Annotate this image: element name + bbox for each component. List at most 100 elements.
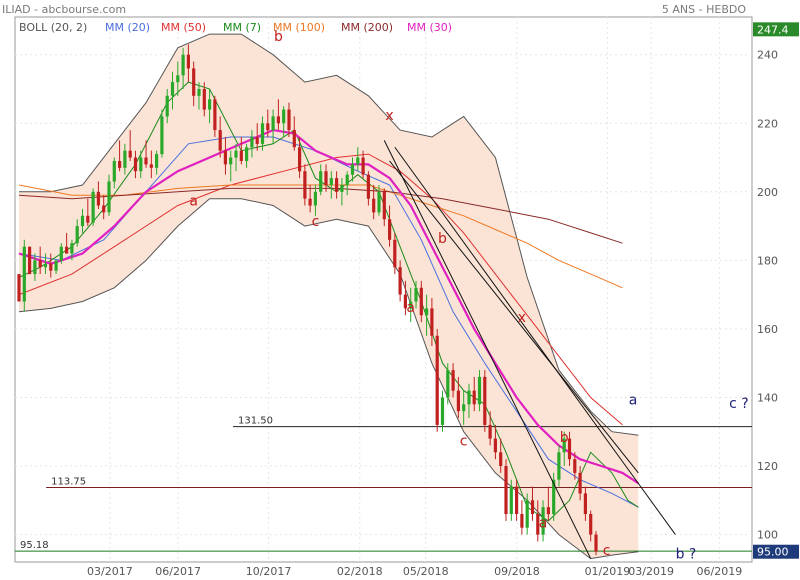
candle-body (483, 376, 487, 425)
candle-body (419, 287, 423, 316)
candle-body (276, 116, 280, 124)
candle-body (552, 479, 556, 514)
candle-body (54, 260, 58, 271)
candle-body (488, 424, 492, 439)
candle-body (573, 459, 577, 473)
legend: BOLL (20, 2) MM (20) MM (50) MM (7) MM (100)… (19, 21, 452, 34)
candle-body (403, 294, 407, 309)
candle-body (324, 171, 328, 185)
candle-body (65, 246, 69, 254)
candle-body (520, 514, 524, 528)
candle-body (472, 390, 476, 405)
candle-body (372, 198, 376, 213)
candle-body (393, 239, 397, 268)
wave-label: c (603, 543, 611, 559)
candle-body (430, 308, 434, 336)
wave-label: a (406, 300, 415, 316)
wave-label: c (460, 433, 468, 449)
candle-body (356, 157, 360, 165)
candle-body (350, 164, 355, 175)
series-line (18, 128, 639, 485)
candle-body (287, 109, 291, 131)
x-tick-label: 05/2018 (403, 565, 449, 578)
candle-body (202, 89, 206, 110)
candle-body (340, 185, 344, 192)
chart-header-title: ILIAD - abcbourse.com (2, 3, 126, 16)
candle-body (123, 150, 127, 168)
wave-label: x (518, 310, 526, 326)
candle-body (515, 486, 519, 514)
legend-item: MM (200) (341, 21, 393, 34)
candle-body (176, 75, 180, 83)
candle-body (102, 205, 106, 213)
candle-body (250, 137, 254, 148)
plot-border (14, 16, 753, 563)
candle-body (149, 164, 153, 168)
candle-body (282, 109, 286, 124)
candle-body (234, 150, 238, 158)
candle-body (86, 215, 90, 223)
candle-body (398, 267, 402, 295)
candle-body (33, 260, 37, 275)
candle-body (477, 376, 482, 405)
x-tick-label: 02/2018 (337, 565, 383, 578)
candle-body (298, 147, 302, 172)
candle-body (409, 301, 413, 309)
legend-item: MM (50) (161, 21, 206, 34)
y-tick-label: 140 (757, 391, 778, 404)
candle-body (271, 116, 275, 131)
candle-body (499, 452, 503, 466)
legend-item: BOLL (20, 2) (19, 21, 87, 34)
legend-item: MM (7) (223, 21, 261, 34)
candle-body (144, 157, 148, 165)
candlestick-layer (17, 44, 598, 556)
price-level-layer: 131.50 113.75 95.18 (15, 416, 752, 552)
candle-body (567, 438, 572, 460)
y-tick-label: 180 (757, 254, 778, 267)
candle-body (70, 243, 74, 254)
candle-body (467, 390, 471, 405)
x-tick-label: 06/2017 (155, 565, 201, 578)
candle-body (313, 191, 317, 206)
candle-body (165, 95, 169, 117)
candle-body (107, 181, 111, 213)
price-level-label: 131.50 (238, 416, 273, 427)
candle-body (91, 191, 95, 223)
candle-body (382, 191, 386, 220)
legend-item: MM (20) (105, 21, 150, 34)
candle-body (583, 493, 587, 514)
candle-body (451, 370, 455, 391)
legend-item: MM (30) (407, 21, 452, 34)
candle-body (308, 198, 312, 206)
wave-label: c ? (729, 396, 749, 412)
bollinger-upper (19, 33, 639, 436)
candle-body (229, 157, 233, 165)
trendline (389, 160, 639, 474)
candle-body (22, 246, 26, 302)
x-tick-label: 03/2017 (87, 565, 133, 578)
candle-body (594, 534, 598, 552)
candle-body (530, 500, 535, 514)
candle-body (155, 154, 159, 168)
candle-body (377, 191, 381, 213)
y-tick-label: 160 (757, 323, 778, 336)
series-line (18, 153, 623, 426)
candle-body (197, 89, 201, 96)
candle-body (425, 308, 429, 316)
candle-body (335, 178, 339, 192)
candle-body (361, 157, 365, 175)
candle-body (388, 219, 392, 240)
candle-body (525, 500, 529, 528)
candle-body (578, 472, 582, 494)
x-tick-label: 10/2017 (246, 565, 292, 578)
candle-body (213, 99, 217, 131)
wave-label: b (438, 231, 447, 247)
x-tick-label: 03/2019 (628, 565, 674, 578)
candle-body (170, 82, 175, 96)
wave-label: a (539, 516, 548, 532)
candle-body (292, 130, 296, 148)
candle-body (245, 147, 249, 161)
candle-body (43, 263, 48, 268)
candle-body (223, 150, 227, 165)
